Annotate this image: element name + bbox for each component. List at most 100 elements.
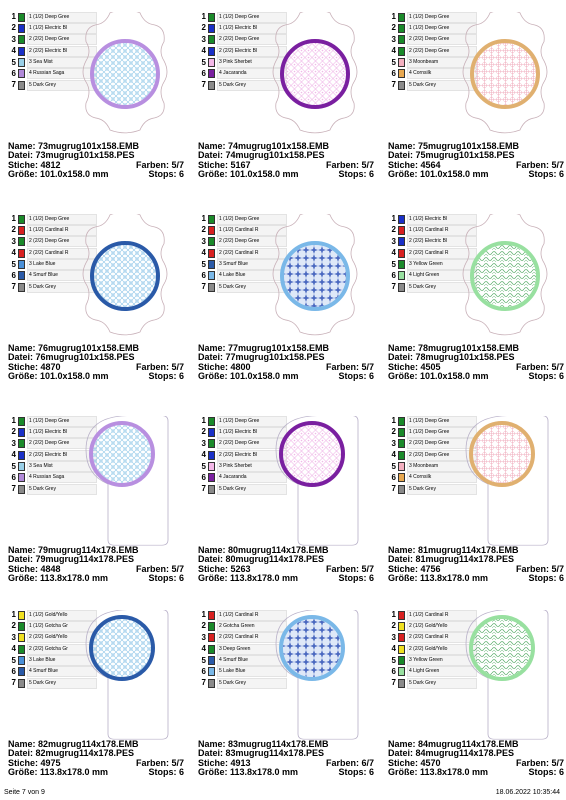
design-file: Datei: 79mugrug114x178.PES [8,554,135,565]
color-swatch [398,416,405,426]
scalloped-outline [272,9,358,134]
thread-color-row: 4 2 (2/2) Cardinal R [198,247,293,259]
thread-index: 2 [391,427,396,437]
pattern-fill [474,43,536,105]
print-datetime: 18.06.2022 10:35:44 [495,789,560,796]
thread-name: 1 (1/2) Deep Gree [217,415,287,427]
thread-index: 2 [391,621,396,631]
thread-index: 4 [11,248,16,258]
ring-border [470,241,540,311]
stop-count: Stops: 6 [148,370,184,381]
thread-color-row: 2 1 (1/2) Electric Bl [8,22,103,34]
pattern-fill [284,43,346,105]
design-card: 1 1 (1/2) Cardinal R 2 2 Gotcha Green 3 2 (2/… [190,598,376,795]
thread-index: 7 [391,80,396,90]
design-drawing [275,609,359,740]
thread-index: 4 [11,644,16,654]
pattern-fill [94,245,156,307]
thread-color-row: 3 2 (2/2) Deep Gree [388,34,483,46]
color-count: Farben: 5/7 [325,159,374,170]
color-swatch [18,427,25,437]
thread-color-row: 3 2 (2/2) Deep Gree [198,34,293,46]
thread-index: 6 [201,270,206,280]
thread-color-row: 1 1 (1/2) Deep Gree [388,415,483,427]
design-file: Datei: 80mugrug114x178.PES [198,554,325,565]
design-info: Name: 78mugrug101x158.EMB Datei: 78mugrug… [388,343,564,381]
design-name: Name: 80mugrug114x178.EMB [198,545,329,555]
design-drawing [272,9,358,134]
thread-name: 4 Smurf Blue [27,666,97,678]
thread-index: 2 [11,621,16,631]
thread-index: 5 [391,461,396,471]
color-swatch [18,260,25,270]
thread-color-row: 3 2 (2/2) Deep Gree [198,236,293,248]
thread-index: 2 [11,23,16,33]
thread-index: 7 [11,282,16,292]
color-swatch [208,12,215,22]
thread-name: 2 (2/2) Deep Gree [407,34,477,46]
thread-index: 6 [201,68,206,78]
thread-name: 1 (1/2) Deep Gree [407,415,477,427]
color-swatch [208,271,215,281]
color-swatch [208,80,215,90]
thread-color-row: 6 4 Cornsilk [388,472,483,484]
color-count: Farben: 5/7 [325,563,374,574]
ring-border [90,39,160,109]
thread-index: 5 [11,259,16,269]
design-name: Name: 77mugrug101x158.EMB [198,343,330,353]
thread-color-row: 2 1 (1/2) Cardinal R [8,224,103,236]
design-file: Datei: 74mugrug101x158.PES [198,150,325,161]
color-swatch [398,35,405,45]
color-swatch [208,214,215,224]
design-preview [460,609,550,740]
thread-index: 6 [391,270,396,280]
thread-name: 1 (1/2) Electric Bl [407,213,477,225]
color-swatch [18,12,25,22]
thread-index: 2 [391,225,396,235]
stitch-count: Stiche: 5167 [198,159,251,170]
thread-index: 5 [201,461,206,471]
stitch-count: Stiche: 4913 [198,757,251,768]
thread-name: 2 (2/2) Electric Bl [217,45,287,57]
thread-name: 2 Gotcha Green [217,620,287,632]
color-count: Farben: 5/7 [515,159,564,170]
thread-name: 1 (1/2) Deep Gree [217,213,287,225]
stop-count: Stops: 6 [528,168,564,179]
thread-color-row: 7 5 Dark Grey [198,483,293,495]
thread-index: 6 [201,666,206,676]
color-swatch [208,260,215,270]
thread-name: 1 (1/2) Cardinal R [27,224,97,236]
thread-color-row: 2 2 (1/2) Gold/Yello [388,620,483,632]
thread-index: 4 [391,46,396,56]
thread-name: 5 Dark Grey [217,483,287,495]
color-swatch [398,260,405,270]
design-name: Name: 75mugrug101x158.EMB [388,141,520,151]
thread-color-list: 1 1 (1/2) Gold/Yello 2 1 (1/2) Gotcha Gr 3 2 … [8,609,103,690]
ring-border [279,615,345,681]
color-swatch [398,484,405,494]
design-size: Größe: 101.0x158.0 mm [8,168,109,179]
color-swatch [398,656,405,666]
thread-index: 4 [201,644,206,654]
color-swatch [398,214,405,224]
design-name: Name: 83mugrug114x178.EMB [198,739,329,749]
thread-index: 1 [391,214,396,224]
thread-color-row: 7 5 Dark Grey [198,677,293,689]
design-file: Datei: 73mugrug101x158.PES [8,150,135,161]
color-swatch [398,439,405,449]
thread-name: 2 (2/2) Deep Gree [407,45,477,57]
thread-index: 1 [201,12,206,22]
thread-index: 3 [391,438,396,448]
thread-name: 1 (1/2) Gold/Yello [27,609,97,621]
design-size: Größe: 101.0x158.0 mm [198,168,299,179]
color-swatch [18,248,25,258]
thread-index: 1 [201,416,206,426]
design-preview [80,9,170,134]
thread-index: 4 [391,248,396,258]
